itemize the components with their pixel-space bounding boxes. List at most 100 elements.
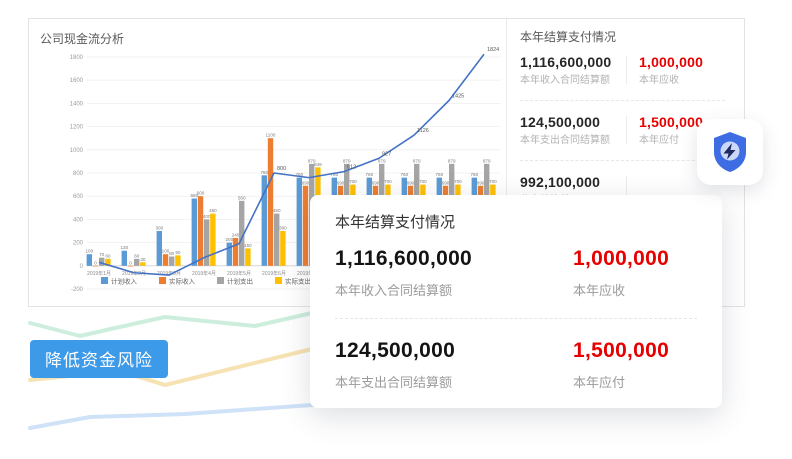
dashed-separator	[520, 100, 725, 101]
svg-text:690: 690	[372, 180, 380, 185]
svg-text:400: 400	[73, 217, 84, 223]
card-income-settlement-value: 1,116,600,000	[335, 247, 473, 270]
svg-text:0: 0	[129, 260, 132, 265]
svg-text:1400: 1400	[70, 101, 84, 107]
balance-value: 992,100,000	[520, 174, 601, 190]
svg-text:300: 300	[155, 226, 163, 231]
card-payable-value: 1,500,000	[573, 339, 670, 362]
card-row-income: 1,116,600,000 本年收入合同结算额 1,000,000 本年应收	[335, 246, 722, 299]
svg-text:690: 690	[302, 180, 310, 185]
card-expense-settlement-value: 124,500,000	[335, 339, 456, 362]
svg-text:30: 30	[140, 257, 146, 262]
svg-text:100: 100	[85, 249, 93, 254]
svg-text:2019年4月: 2019年4月	[192, 270, 216, 277]
svg-text:879: 879	[448, 158, 456, 163]
svg-text:879: 879	[343, 158, 351, 163]
svg-text:0: 0	[94, 260, 97, 265]
security-badge	[697, 119, 763, 185]
svg-text:879: 879	[308, 158, 316, 163]
svg-text:760: 760	[330, 172, 338, 177]
svg-text:760: 760	[400, 172, 408, 177]
svg-text:实际收入: 实际收入	[169, 277, 196, 286]
settlement-overlay-card: 本年结算支付情况 1,116,600,000 本年收入合同结算额 1,000,0…	[310, 195, 722, 408]
svg-text:879: 879	[483, 158, 491, 163]
svg-text:760: 760	[295, 172, 303, 177]
svg-text:400: 400	[203, 214, 211, 219]
stat-row-expense: 124,500,000 本年支出合同结算额 1,500,000 本年应付	[520, 114, 745, 147]
svg-text:2019年6月: 2019年6月	[262, 270, 286, 277]
svg-text:1425: 1425	[452, 94, 464, 100]
svg-text:1800: 1800	[70, 55, 84, 61]
svg-text:760: 760	[470, 172, 478, 177]
svg-text:1100: 1100	[266, 133, 276, 138]
svg-text:700: 700	[349, 179, 357, 184]
svg-text:0: 0	[80, 264, 84, 270]
card-receivable-label: 本年应收	[573, 283, 626, 298]
svg-text:800: 800	[73, 171, 84, 177]
svg-text:300: 300	[279, 226, 287, 231]
svg-text:450: 450	[273, 208, 281, 213]
svg-text:240: 240	[232, 232, 240, 237]
svg-text:计划支出: 计划支出	[227, 277, 253, 286]
svg-text:1200: 1200	[70, 125, 84, 131]
svg-text:580: 580	[190, 193, 198, 198]
receivable-value: 1,000,000	[639, 54, 704, 70]
income-settlement-value: 1,116,600,000	[520, 54, 612, 70]
settlement-stats-panel: 本年结算支付情况 1,116,600,000 本年收入合同结算额 1,000,0…	[507, 19, 745, 306]
expense-settlement-label: 本年支出合同结算额	[520, 135, 610, 146]
card-dashed-separator	[335, 318, 697, 319]
svg-text:-200: -200	[71, 287, 84, 293]
card-income-settlement-label: 本年收入合同结算额	[335, 283, 453, 298]
svg-text:700: 700	[384, 179, 392, 184]
svg-text:690: 690	[337, 180, 345, 185]
svg-text:700: 700	[454, 179, 462, 184]
income-settlement-label: 本年收入合同结算额	[520, 75, 610, 86]
svg-text:560: 560	[238, 195, 246, 200]
svg-text:812: 812	[347, 165, 356, 171]
card-expense-settlement-label: 本年支出合同结算额	[335, 375, 453, 390]
chart-title: 公司现金流分析	[40, 32, 125, 46]
risk-tag: 降低资金风险	[30, 340, 168, 378]
svg-text:2019年3月: 2019年3月	[157, 270, 181, 277]
stat-divider	[626, 176, 627, 204]
stat-divider	[626, 116, 627, 144]
svg-text:1126: 1126	[417, 128, 429, 134]
dashboard-panel: 公司现金流分析 -200 0 200 400 600 800 1000 1200 1400 160…	[28, 18, 745, 307]
card-payable-label: 本年应付	[573, 375, 626, 390]
svg-text:60: 60	[134, 253, 140, 258]
svg-text:600: 600	[197, 191, 205, 196]
svg-text:690: 690	[477, 180, 485, 185]
dashed-separator	[520, 160, 725, 161]
svg-text:879: 879	[378, 158, 386, 163]
svg-text:1600: 1600	[70, 78, 84, 84]
svg-text:2019年1月: 2019年1月	[87, 270, 111, 277]
svg-text:700: 700	[489, 179, 497, 184]
shield-bolt-icon	[714, 132, 746, 172]
stat-row-income: 1,116,600,000 本年收入合同结算额 1,000,000 本年应收	[520, 54, 745, 87]
svg-text:200: 200	[73, 241, 84, 247]
card-receivable-value: 1,000,000	[573, 247, 670, 270]
svg-text:200: 200	[225, 237, 233, 242]
svg-text:1824: 1824	[487, 47, 499, 53]
svg-text:760: 760	[365, 172, 373, 177]
svg-text:849: 849	[314, 162, 322, 167]
svg-text:90: 90	[175, 250, 181, 255]
panel-divider	[506, 19, 507, 306]
svg-text:80: 80	[169, 251, 175, 256]
card-row-expense: 124,500,000 本年支出合同结算额 1,500,000 本年应付	[335, 338, 722, 391]
expense-settlement-value: 124,500,000	[520, 114, 601, 130]
svg-text:实际支出: 实际支出	[285, 277, 311, 286]
svg-text:130: 130	[120, 245, 128, 250]
svg-text:70: 70	[99, 252, 105, 257]
svg-text:879: 879	[413, 158, 421, 163]
svg-text:2019年5月: 2019年5月	[227, 270, 251, 277]
svg-text:2019年7月: 2019年7月	[297, 270, 321, 277]
svg-text:计划收入: 计划收入	[111, 277, 138, 286]
overlay-card-title: 本年结算支付情况	[335, 214, 456, 231]
svg-text:1000: 1000	[70, 148, 84, 154]
svg-text:600: 600	[73, 194, 84, 200]
svg-text:690: 690	[407, 180, 415, 185]
svg-text:800: 800	[277, 166, 286, 172]
payable-value: 1,500,000	[639, 114, 704, 130]
